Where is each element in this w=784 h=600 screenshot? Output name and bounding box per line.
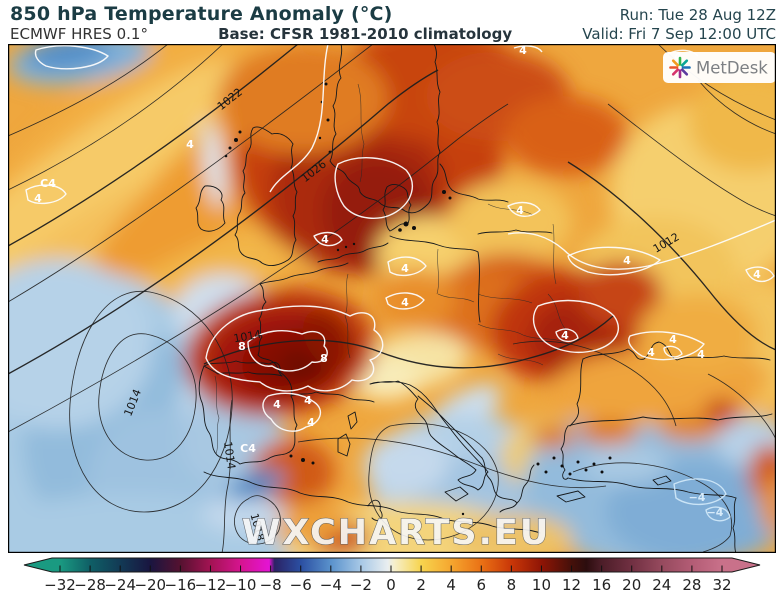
coastlines [195,44,773,553]
colorbar-ticks: −32−28−24−20−16−12−10 −8 −6 −4 −2 0 2 4 6 8 10 12 16… [44,565,732,594]
anomaly-contour-label: 4 [519,44,527,57]
anomaly-contour-label: C4 [240,442,256,455]
anomaly-contour-label: −4 [689,491,706,504]
anomaly-contour-label: 4 [697,348,705,361]
colorbar-tick-label: −24 [104,576,136,594]
chart-title: 850 hPa Temperature Anomaly (°C) [10,3,393,25]
colorbar-tick-label: 12 [562,576,581,594]
anomaly-contour-label: 4 [304,394,312,407]
colorbar-tick-label: 6 [476,576,486,594]
metdesk-logo-background [663,52,776,83]
anomaly-contour-label: 4 [307,416,315,429]
colorbar-tick-label: −10 [225,576,257,594]
colorbar-tick-label: 32 [712,576,731,594]
anomaly-contour-label: 4 [516,204,524,217]
colorbar-tick-label: −32 [44,576,76,594]
model-name: ECMWF HRES 0.1° [10,25,148,43]
isobars [8,44,776,553]
metdesk-logo-text: MetDesk [696,59,768,78]
anomaly-contour-label: 4 [34,192,42,205]
colorbar: −32 −28 −24 −20 −16 −12 −10 −8 −6 −4 −2 0 2 4 6 8 10 12 16… [0,552,784,600]
map-area: 1022 1026 1014 1014 1014 1018 1012 4 C4 4 8 8 4 4 4 C4… [8,44,776,554]
colorbar-tick-label: 24 [652,576,671,594]
colorbar-tick-label: 20 [622,576,641,594]
run-time: Run: Tue 28 Aug 12Z [619,6,776,24]
anomaly-contour-label: 4 [186,138,194,151]
anomaly-contour-label: 4 [669,333,677,346]
anomaly-contour-label: −4 [707,506,724,519]
colorbar-tick-label: 0 [386,576,396,594]
colorbar-tick-label: 2 [416,576,426,594]
isobar-label: 1014 [221,441,238,471]
anomaly-contour-label: 4 [321,233,329,246]
anomaly-contour-labels: 4C4488444C4444444444444−4−4 [34,44,761,519]
colorbar-tick-label: −6 [290,576,312,594]
colorbar-tick-label: 10 [532,576,551,594]
anomaly-contour-label: 8 [238,340,246,353]
colorbar-tick-label: −20 [134,576,166,594]
base-climatology: Base: CFSR 1981-2010 climatology [218,25,513,43]
anomaly-contour-label: 4 [753,268,761,281]
colorbar-tick-label: 4 [446,576,456,594]
header-row-1: 850 hPa Temperature Anomaly (°C) Run: Tu… [10,3,776,25]
colorbar-tick-label: −2 [350,576,372,594]
map-frame [8,44,776,553]
metdesk-star-icon [669,56,691,79]
colorbar-tick-label: 28 [682,576,701,594]
colorbar-tick-label: −16 [165,576,197,594]
header-row-2: ECMWF HRES 0.1° Base: CFSR 1981-2010 cli… [10,25,776,43]
colorbar-scale: −32−28−24−20−16−12−10 −8 −6 −4 −2 0 2 4 6 8 10 12 16… [23,557,761,594]
colorbar-tick-label: 8 [507,576,517,594]
anomaly-contour-label: C4 [40,177,56,190]
island-speckles [224,82,612,516]
anomaly-contour-label: 4 [561,329,569,342]
anomaly-contour-label: 8 [320,352,328,365]
colorbar-tick-label: −12 [195,576,227,594]
anomaly-contour-label: 4 [623,254,631,267]
valid-time: Valid: Fri 7 Sep 12:00 UTC [582,25,776,43]
chart-header: 850 hPa Temperature Anomaly (°C) Run: Tu… [0,0,784,44]
colorbar-tick-label: −4 [320,576,342,594]
colorbar-gradient-bar [23,557,761,573]
wxcharts-watermark: WXCHARTS.EU [242,513,551,553]
anomaly-contour-label: 4 [401,262,409,275]
colorbar-tick-label: 16 [592,576,611,594]
anomaly-contour-label: 4 [401,296,409,309]
anomaly-contour-label: 4 [273,398,281,411]
anomaly-contour-label: 4 [647,346,655,359]
anomaly-color-field [8,44,776,553]
isobar-label: 1014 [232,328,262,346]
colorbar-tick-label: −8 [260,576,282,594]
colorbar-tick-label: −28 [74,576,106,594]
metdesk-logo: MetDesk [663,52,776,83]
